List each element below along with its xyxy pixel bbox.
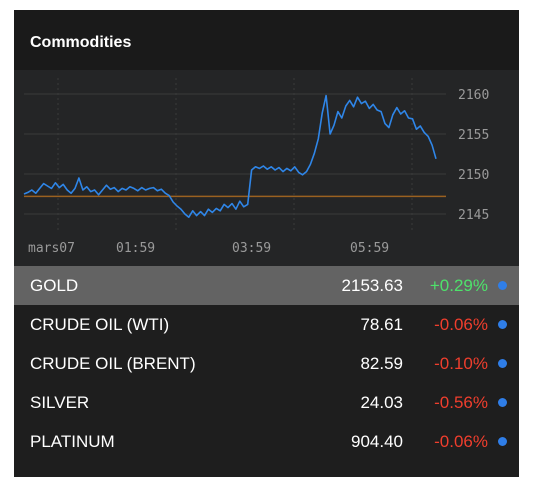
y-tick-label: 2155 [458,128,489,143]
x-tick-label: mars07 [28,241,75,256]
y-tick-label: 2150 [458,168,489,183]
status-dot-icon [498,320,507,329]
commodity-row-silver[interactable]: SILVER 24.03 -0.56% [14,383,519,422]
x-tick-label: 03:59 [232,241,271,256]
price-chart-svg[interactable]: 2160 2155 2150 2145 mars07 01:59 03:59 05:59 [14,70,519,266]
commodity-change: -0.56% [434,393,488,412]
commodity-price: 78.61 [360,315,403,334]
commodity-change: -0.06% [434,315,488,334]
widget-title: Commodities [30,34,132,51]
status-dot-icon [498,281,507,290]
commodity-price: 82.59 [360,354,403,373]
price-series-line [23,94,437,218]
y-tick-label: 2145 [458,208,489,223]
commodity-change: -0.10% [434,354,488,373]
commodity-list: GOLD 2153.63 +0.29% CRUDE OIL (WTI) 78.6… [14,266,519,461]
x-tick-label: 05:59 [350,241,389,256]
commodity-price: 904.40 [351,432,403,451]
commodity-price: 2153.63 [341,276,403,295]
y-tick-label: 2160 [458,88,489,103]
x-tick-label: 01:59 [116,241,155,256]
commodities-widget: Commodities 2160 2155 2150 2145 mars07 01:59 0… [14,10,519,477]
commodity-change: -0.06% [434,432,488,451]
commodity-price: 24.03 [360,393,403,412]
status-dot-icon [498,437,507,446]
widget-header: Commodities [14,10,519,70]
price-chart[interactable]: 2160 2155 2150 2145 mars07 01:59 03:59 05:59 [14,70,519,266]
commodity-name: GOLD [30,276,79,295]
commodity-change: +0.29% [429,276,488,295]
commodity-row-crude-oil-wti[interactable]: CRUDE OIL (WTI) 78.61 -0.06% [14,305,519,344]
commodity-name: CRUDE OIL (WTI) [30,315,170,334]
status-dot-icon [498,398,507,407]
commodity-name: PLATINUM [30,432,115,451]
commodity-row-platinum[interactable]: PLATINUM 904.40 -0.06% [14,422,519,461]
commodity-name: CRUDE OIL (BRENT) [30,354,196,373]
commodity-name: SILVER [30,393,90,412]
status-dot-icon [498,359,507,368]
commodity-row-crude-oil-brent[interactable]: CRUDE OIL (BRENT) 82.59 -0.10% [14,344,519,383]
commodity-row-gold[interactable]: GOLD 2153.63 +0.29% [14,266,519,305]
